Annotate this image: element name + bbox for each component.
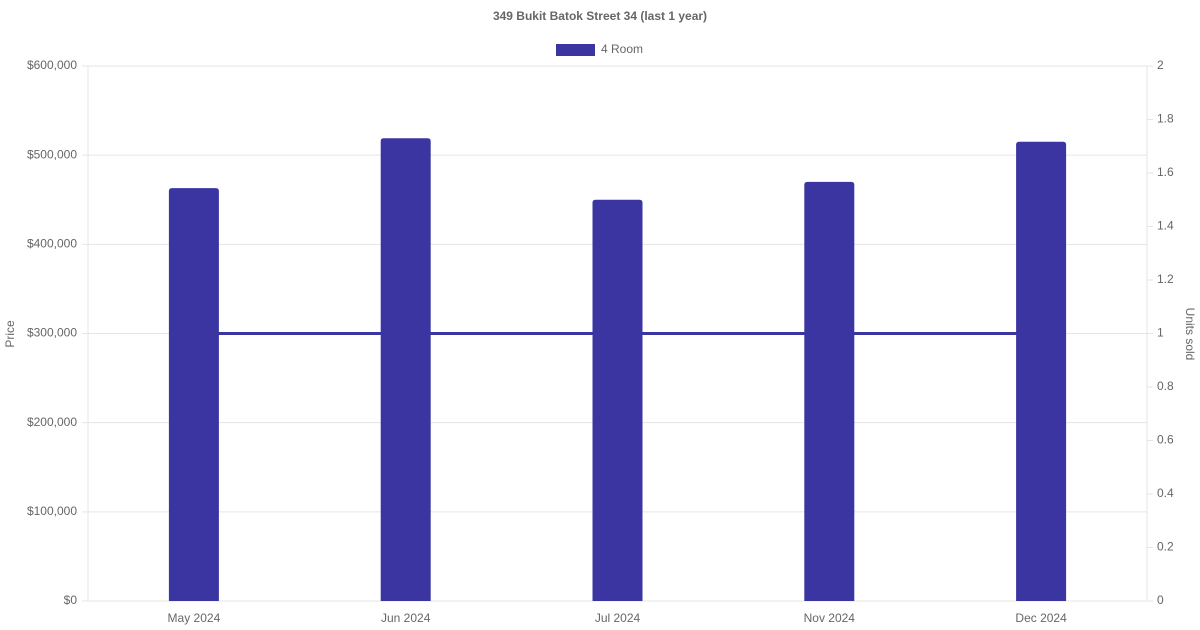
bar	[804, 181, 855, 601]
y2-tick-label: 0.2	[1157, 540, 1174, 554]
y-tick-label: $100,000	[27, 504, 77, 518]
y2-tick-label: 0.4	[1157, 486, 1174, 500]
legend-label: 4 Room	[601, 42, 643, 56]
y2-tick-label: 2	[1157, 58, 1164, 72]
y-tick-label: $200,000	[27, 415, 77, 429]
y2-axis-label: Units sold	[1183, 308, 1197, 361]
y2-tick-label: 1.2	[1157, 272, 1174, 286]
y-tick-label: $500,000	[27, 147, 77, 161]
bar	[592, 199, 643, 601]
y2-tick-label: 0.6	[1157, 433, 1174, 447]
y-tick-label: $400,000	[27, 237, 77, 251]
y2-tick-label: 1.4	[1157, 219, 1174, 233]
bar	[1016, 141, 1067, 601]
y-tick-label: $300,000	[27, 326, 77, 340]
y-tick-label: $600,000	[27, 58, 77, 72]
legend-swatch	[556, 44, 595, 56]
y2-tick-label: 1.6	[1157, 165, 1174, 179]
bar	[168, 188, 219, 602]
x-tick-label: Dec 2024	[1015, 611, 1067, 625]
chart-title: 349 Bukit Batok Street 34 (last 1 year)	[493, 9, 707, 23]
x-tick-label: Jul 2024	[595, 611, 641, 625]
y2-tick-label: 1.8	[1157, 112, 1174, 126]
y-tick-label: $0	[64, 593, 78, 607]
y2-tick-label: 0	[1157, 593, 1164, 607]
x-tick-label: Jun 2024	[381, 611, 431, 625]
y2-tick-label: 0.8	[1157, 379, 1174, 393]
bar	[380, 138, 431, 601]
x-tick-label: May 2024	[168, 611, 221, 625]
x-tick-label: Nov 2024	[804, 611, 856, 625]
y2-tick-label: 1	[1157, 326, 1164, 340]
y-axis-label: Price	[3, 320, 17, 348]
